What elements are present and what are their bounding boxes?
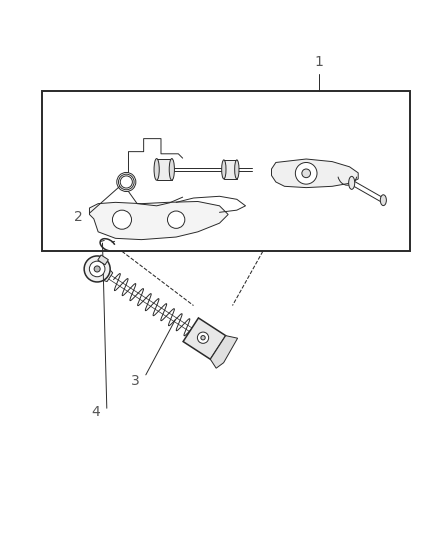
Circle shape	[201, 336, 205, 340]
Bar	[156, 159, 171, 180]
Text: 4: 4	[92, 405, 100, 419]
Ellipse shape	[348, 176, 354, 189]
Text: 1: 1	[314, 55, 323, 69]
Circle shape	[84, 256, 110, 282]
Ellipse shape	[234, 160, 238, 179]
Ellipse shape	[379, 195, 385, 206]
Circle shape	[94, 266, 100, 272]
Circle shape	[120, 176, 132, 188]
Circle shape	[118, 174, 134, 190]
Text: 3: 3	[131, 374, 139, 389]
Polygon shape	[271, 159, 357, 188]
Ellipse shape	[169, 159, 174, 180]
Circle shape	[301, 169, 310, 177]
Polygon shape	[183, 318, 225, 359]
Circle shape	[295, 163, 316, 184]
Circle shape	[89, 261, 105, 277]
Polygon shape	[98, 255, 108, 265]
Ellipse shape	[154, 159, 159, 180]
Bar	[223, 160, 236, 179]
Circle shape	[197, 332, 208, 343]
Bar	[42, 91, 409, 252]
Circle shape	[112, 210, 131, 229]
Circle shape	[117, 173, 135, 191]
Circle shape	[167, 211, 184, 228]
Polygon shape	[89, 201, 228, 240]
Polygon shape	[210, 336, 237, 368]
Ellipse shape	[221, 160, 226, 179]
Polygon shape	[100, 268, 113, 281]
Text: 2: 2	[74, 209, 83, 224]
